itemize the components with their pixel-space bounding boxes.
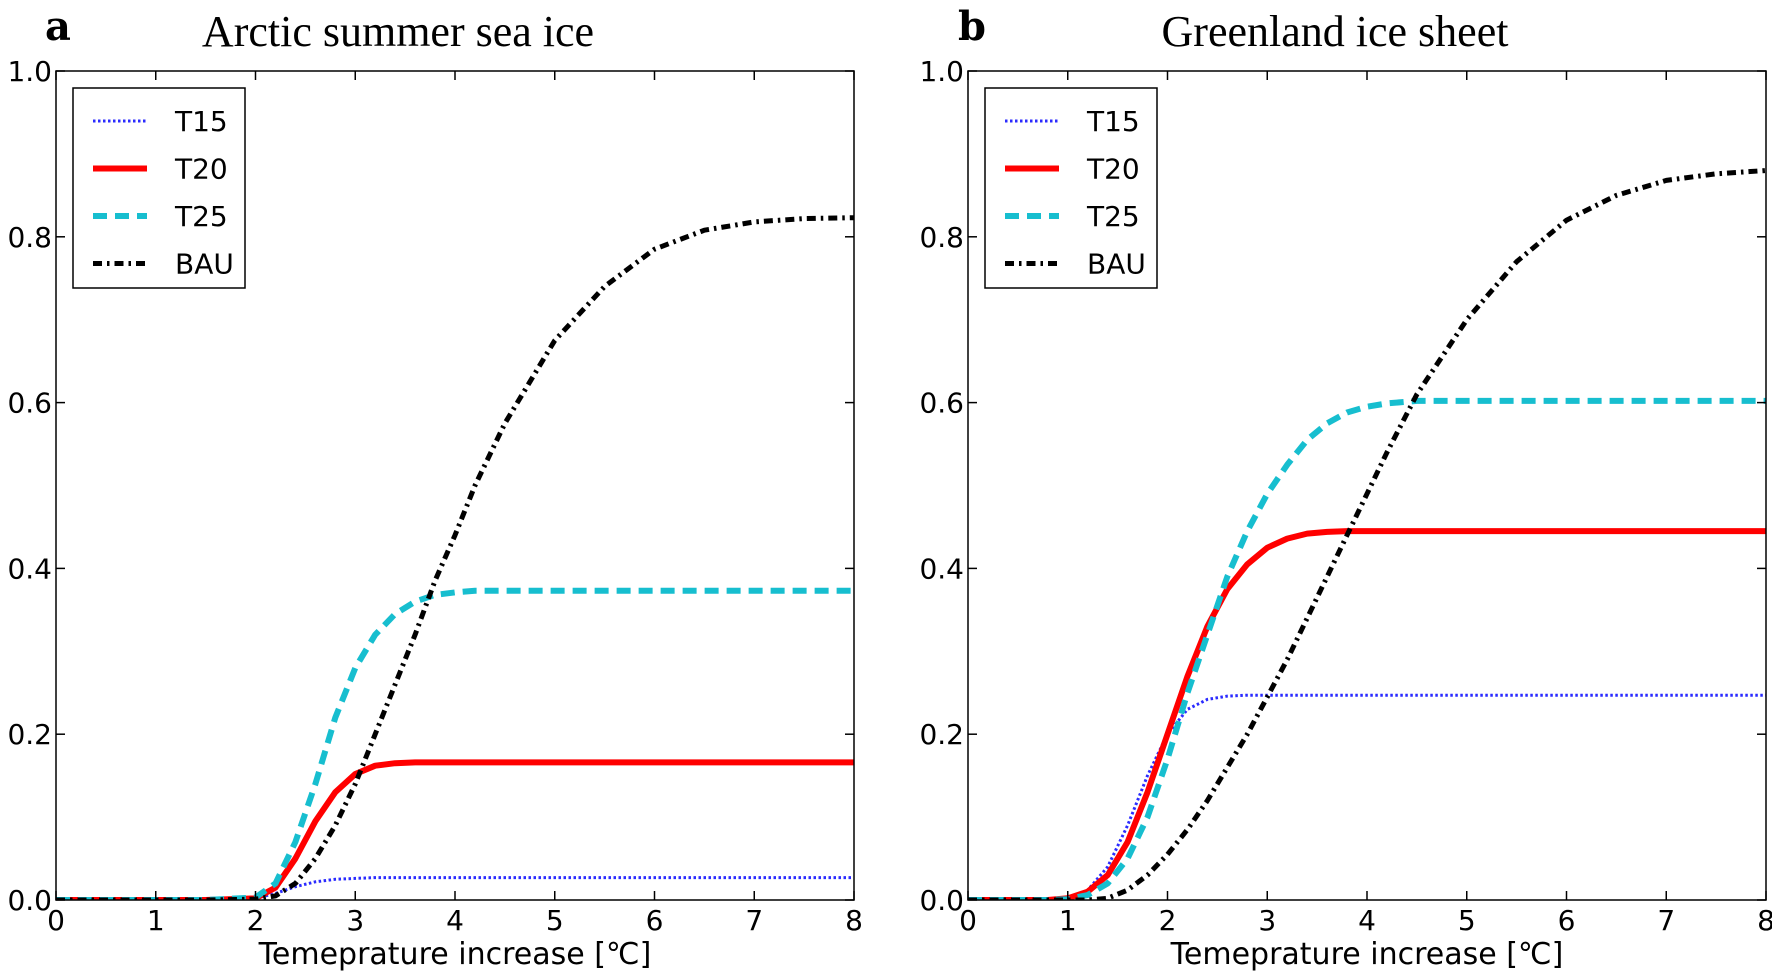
x-tick-label: 4 xyxy=(446,904,464,937)
legend-box xyxy=(72,87,246,289)
legend-label-t15: T15 xyxy=(1086,105,1140,138)
y-tick-label: 0.8 xyxy=(7,221,52,254)
chart-panel-b: b Greenland ice sheet 0 1 2 3 4 5 6 7 8 0.0 0.2 0.4 0.… xyxy=(919,3,1772,972)
y-tick-label: 0.6 xyxy=(919,387,964,420)
x-tick-label: 8 xyxy=(845,904,863,937)
y-tick-label: 1.0 xyxy=(919,55,964,88)
x-tick-label: 3 xyxy=(1258,904,1276,937)
x-tick-label: 1 xyxy=(1059,904,1077,937)
x-tick-label: 6 xyxy=(646,904,664,937)
x-axis-label: Temeprature increase [℃] xyxy=(1170,937,1564,972)
x-tick-label: 6 xyxy=(1558,904,1576,937)
x-tick-label: 5 xyxy=(546,904,564,937)
x-tick-label: 0 xyxy=(47,904,65,937)
chart-title: Arctic summer sea ice xyxy=(202,7,594,56)
series-line-t20 xyxy=(56,759,854,900)
x-tick-label: 4 xyxy=(1358,904,1376,937)
y-tick-label: 0.2 xyxy=(7,718,52,751)
panel-letter: a xyxy=(45,3,71,50)
series-line-bau xyxy=(56,215,854,900)
y-tick-label: 1.0 xyxy=(7,55,52,88)
x-axis-label: Temeprature increase [℃] xyxy=(258,937,652,972)
panel-letter: b xyxy=(958,3,986,50)
series-line-t25 xyxy=(968,397,1766,900)
legend-label-t25: T25 xyxy=(1086,200,1140,233)
x-tick-label: 5 xyxy=(1458,904,1476,937)
y-tick-label: 0.6 xyxy=(7,387,52,420)
x-tick-label: 3 xyxy=(346,904,364,937)
series-group xyxy=(56,215,854,900)
legend-label-t25: T25 xyxy=(174,200,228,233)
series-group xyxy=(968,168,1766,900)
y-tick-label: 0.0 xyxy=(7,884,52,917)
chart-title: Greenland ice sheet xyxy=(1162,7,1509,56)
legend-box xyxy=(984,87,1158,289)
y-tick-label: 0.4 xyxy=(919,552,964,585)
series-line-t25 xyxy=(56,587,854,900)
x-tick-label: 2 xyxy=(1159,904,1177,937)
x-tick-label: 0 xyxy=(959,904,977,937)
series-line-t15 xyxy=(968,693,1766,900)
x-tick-label: 2 xyxy=(247,904,265,937)
x-tick-label: 7 xyxy=(745,904,763,937)
x-tick-label: 1 xyxy=(147,904,165,937)
y-tick-label: 0.0 xyxy=(919,884,964,917)
x-tick-label: 8 xyxy=(1757,904,1772,937)
legend-label-t20: T20 xyxy=(174,153,228,186)
y-tick-label: 0.4 xyxy=(7,552,52,585)
chart-panel-a: a Arctic summer sea ice 0 1 2 3 4 5 6 7 8 0.0 0.2 0.4… xyxy=(7,3,862,972)
legend: T15 T20 T25 BAU xyxy=(72,87,246,289)
legend-label-bau: BAU xyxy=(175,248,234,281)
legend-label-t20: T20 xyxy=(1086,153,1140,186)
x-tick-label: 7 xyxy=(1657,904,1675,937)
legend-label-t15: T15 xyxy=(174,105,228,138)
y-tick-label: 0.2 xyxy=(919,718,964,751)
series-line-bau xyxy=(968,168,1766,900)
legend: T15 T20 T25 BAU xyxy=(984,87,1158,289)
series-line-t20 xyxy=(968,528,1766,900)
y-tick-label: 0.8 xyxy=(919,221,964,254)
legend-label-bau: BAU xyxy=(1087,248,1146,281)
